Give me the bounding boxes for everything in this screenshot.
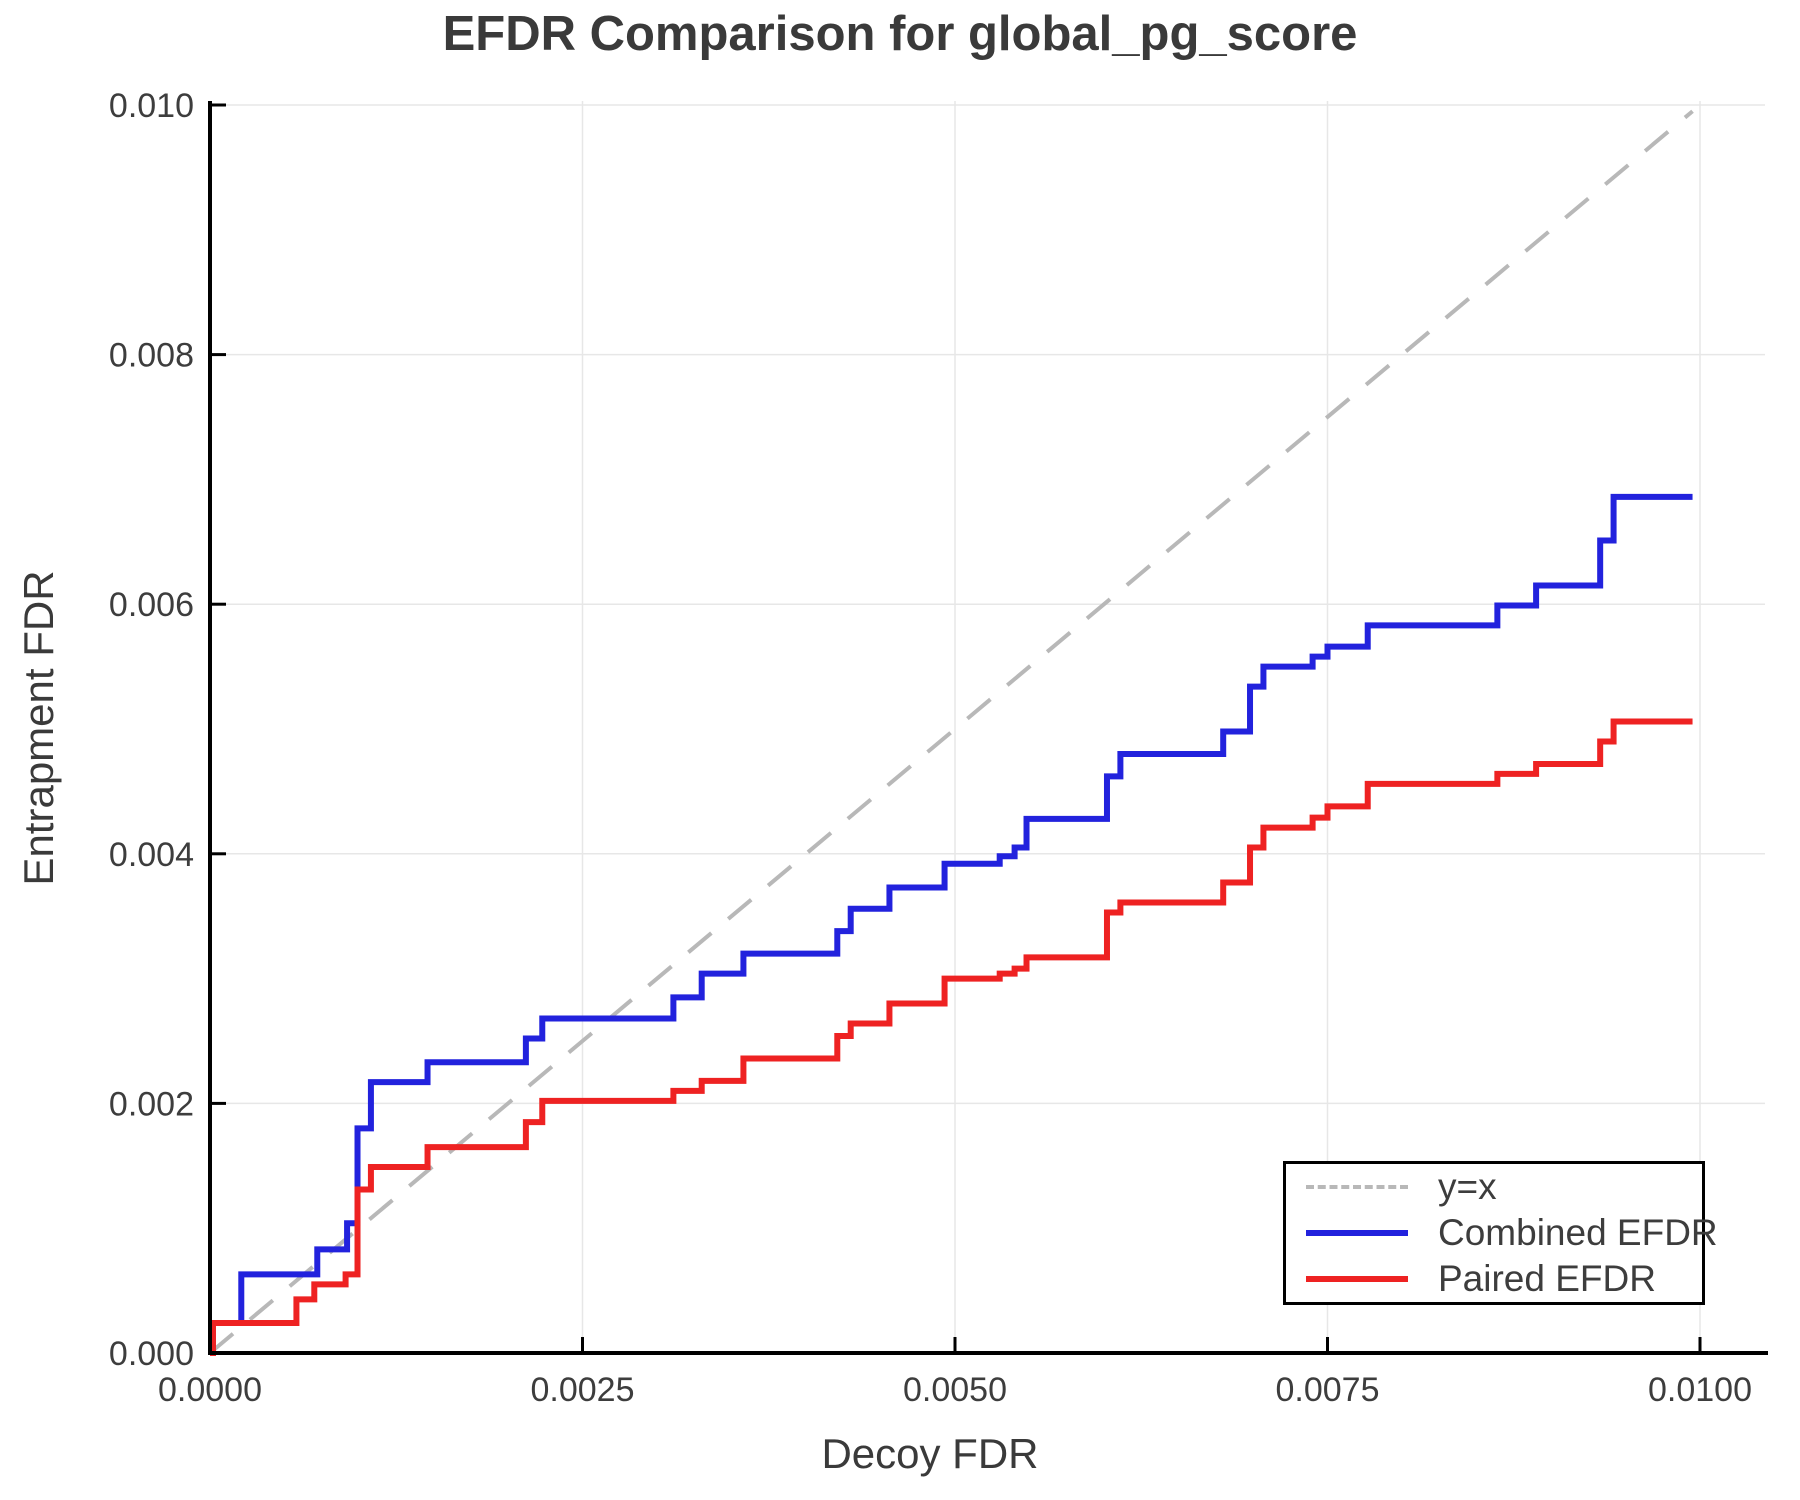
y-axis-label: Entrapment FDR	[15, 570, 62, 886]
blue-line-sample-icon	[1306, 1230, 1408, 1236]
svg-text:0.008: 0.008	[109, 337, 194, 375]
svg-text:0.0025: 0.0025	[531, 1371, 635, 1409]
legend-label-paired: Paired EFDR	[1438, 1258, 1656, 1299]
svg-text:0.0075: 0.0075	[1276, 1371, 1380, 1409]
legend-row-combined: Combined EFDR	[1306, 1212, 1718, 1254]
gridlines	[209, 101, 1765, 1354]
svg-text:0.0050: 0.0050	[903, 1371, 1007, 1409]
x-axis-label: Decoy FDR	[821, 1430, 1039, 1477]
dashed-line-sample-icon	[1306, 1185, 1408, 1189]
legend-row-identity: y=x	[1306, 1166, 1702, 1208]
x-tick-labels: 0.0000 0.0025 0.0050 0.0075 0.0100	[158, 1371, 1752, 1409]
legend-row-paired: Paired EFDR	[1306, 1258, 1702, 1300]
svg-text:0.004: 0.004	[109, 836, 194, 874]
svg-text:0.0000: 0.0000	[158, 1371, 262, 1409]
svg-text:0.0100: 0.0100	[1648, 1371, 1752, 1409]
svg-text:0.002: 0.002	[109, 1085, 194, 1123]
svg-text:0.000: 0.000	[109, 1335, 194, 1373]
y-tick-labels: 0.000 0.002 0.004 0.006 0.008 0.010	[109, 87, 194, 1373]
red-line-sample-icon	[1306, 1276, 1408, 1282]
tick-marks	[208, 103, 1702, 1355]
axis-spines	[208, 101, 1768, 1355]
legend-label-identity: y=x	[1438, 1166, 1497, 1207]
series-combined-efdr	[209, 493, 1693, 1356]
svg-text:0.006: 0.006	[109, 586, 194, 624]
svg-text:0.010: 0.010	[109, 87, 194, 125]
chart-title: EFDR Comparison for global_pg_score	[442, 7, 1358, 61]
series-paired-efdr	[209, 718, 1693, 1356]
legend-label-combined: Combined EFDR	[1438, 1212, 1718, 1253]
legend: y=x Combined EFDR Paired EFDR	[1283, 1161, 1718, 1305]
